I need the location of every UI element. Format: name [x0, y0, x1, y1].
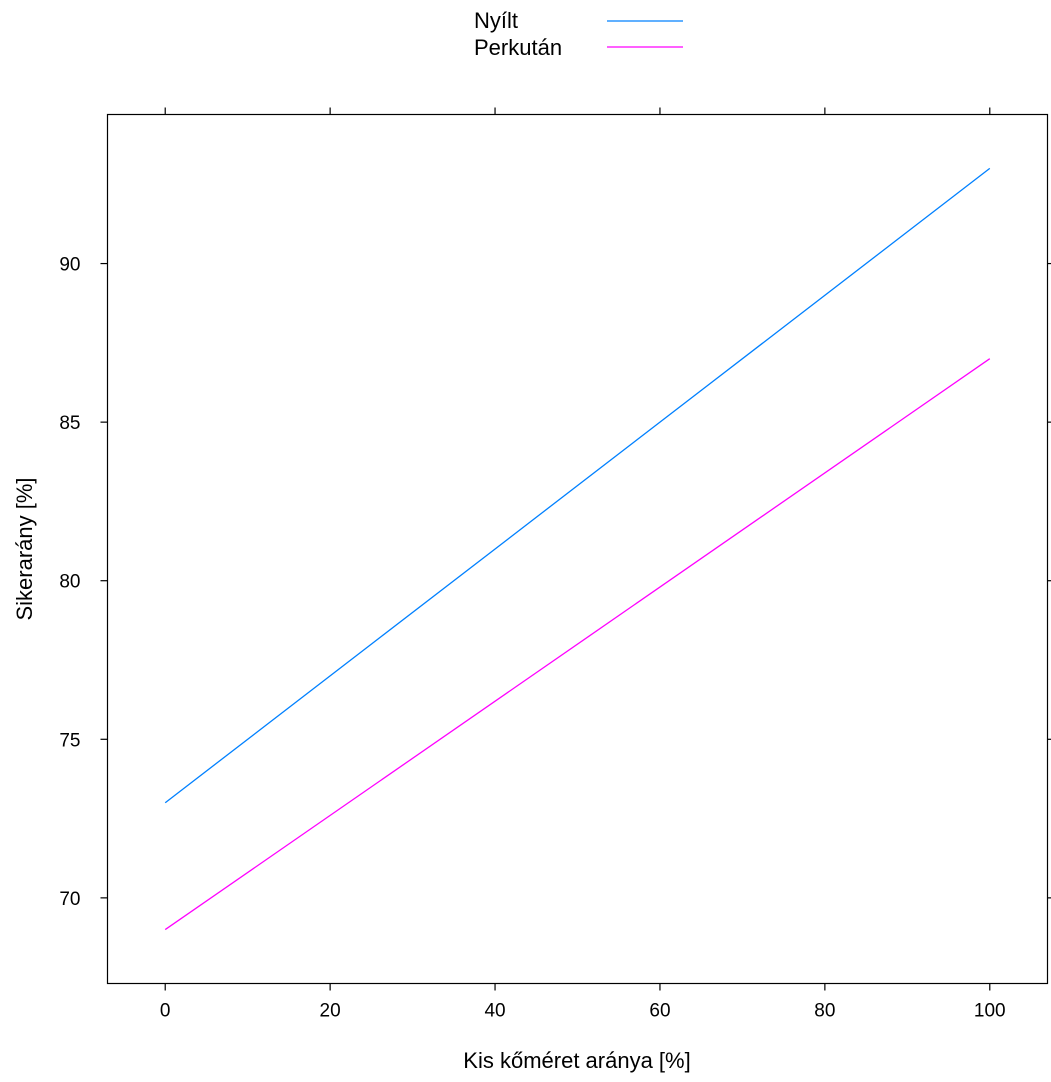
y-tick-label: 85	[59, 413, 80, 434]
x-tick-label: 20	[320, 1001, 341, 1022]
x-tick-label: 0	[160, 1001, 171, 1022]
y-tick-label: 90	[59, 255, 80, 276]
series-line-nyilt	[164, 167, 991, 804]
x-tick-label: 80	[814, 1001, 835, 1022]
y-tick-label: 75	[59, 730, 80, 751]
y-tick-label: 80	[59, 572, 80, 593]
x-tick-label: 40	[484, 1001, 505, 1022]
legend-label-nyilt: Nyílt	[474, 8, 518, 33]
axis-ticks	[100, 107, 1051, 991]
x-tick-label: 60	[649, 1001, 670, 1022]
series-line-perkutan	[164, 358, 991, 931]
plot-frame	[106, 113, 1049, 985]
axis-tick-labels: 0 20 40 60 80 100 70 75 80 85 90	[59, 255, 1005, 1022]
x-axis-title: Kis kőméret aránya [%]	[463, 1048, 690, 1073]
y-tick-label: 70	[59, 889, 80, 910]
legend-label-perkutan: Perkután	[474, 35, 562, 60]
legend-item-perkutan: Perkután	[474, 35, 683, 60]
y-axis-title: Sikerarány [%]	[12, 477, 37, 620]
legend-item-nyilt: Nyílt	[474, 8, 683, 33]
legend: Nyílt Perkután	[474, 8, 683, 60]
series-group	[164, 167, 991, 931]
x-tick-label: 100	[974, 1001, 1006, 1022]
